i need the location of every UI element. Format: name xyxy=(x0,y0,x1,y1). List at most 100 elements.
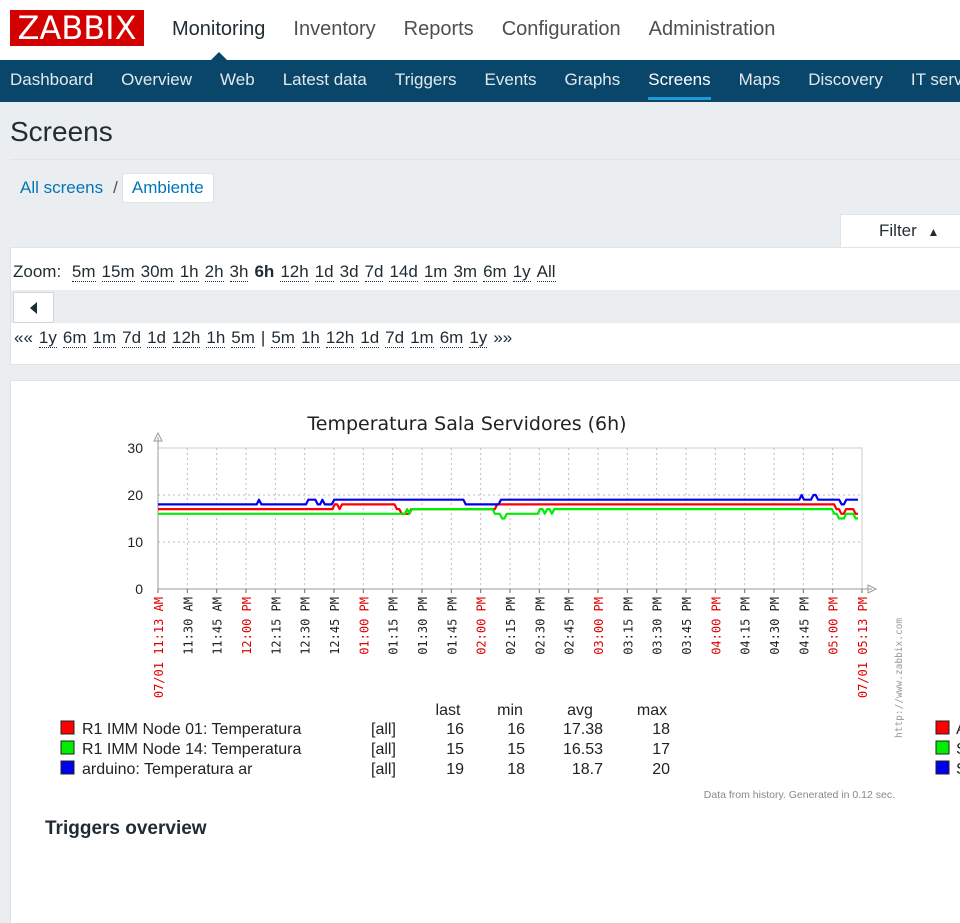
x-tick-label: 12:45 PM xyxy=(328,597,342,655)
period-back-12h[interactable]: 12h xyxy=(171,328,201,348)
zoom-6m[interactable]: 6m xyxy=(483,262,507,282)
series-line-arduino-temperatura-ar xyxy=(158,493,858,506)
x-tick-label: 12:15 PM xyxy=(269,597,283,655)
legend-swatch xyxy=(60,720,75,735)
zoom-3m[interactable]: 3m xyxy=(453,262,478,282)
zoom-15m[interactable]: 15m xyxy=(101,262,135,282)
y-tick-label: 0 xyxy=(135,581,143,597)
filter-toggle[interactable]: Filter ▲ xyxy=(840,214,960,248)
subnav-overview[interactable]: Overview xyxy=(121,70,193,89)
period-forward-all[interactable]: »» xyxy=(493,328,513,347)
x-tick-label: 04:15 PM xyxy=(739,597,753,655)
topnav-administration[interactable]: Administration xyxy=(648,18,776,40)
zoom-1m[interactable]: 1m xyxy=(423,262,448,282)
subnav-dashboard[interactable]: Dashboard xyxy=(10,70,94,89)
legend-swatch xyxy=(60,740,75,755)
sub-menu: Dashboard Overview Web Latest data Triggers E… xyxy=(0,60,960,102)
x-tick-label: 03:30 PM xyxy=(651,597,665,655)
legend-agg: [all] xyxy=(371,761,396,778)
zoom-3h[interactable]: 3h xyxy=(229,262,249,282)
period-forward-5m[interactable]: 5m xyxy=(271,328,295,348)
legend-header-min: min xyxy=(497,702,523,719)
x-tick-label: 07/01 11:13 AM xyxy=(152,597,166,698)
zoom-1d[interactable]: 1d xyxy=(314,262,334,282)
zoom-2h[interactable]: 2h xyxy=(204,262,224,282)
legend-swatch-cut xyxy=(935,720,950,735)
zoom-12h[interactable]: 12h xyxy=(280,262,309,282)
subnav-it-services[interactable]: IT services xyxy=(910,70,960,89)
period-back-1y[interactable]: 1y xyxy=(38,328,57,348)
zabbix-logo[interactable]: ZABBIX xyxy=(10,10,144,46)
top-header: ZABBIX Monitoring Inventory Reports Configu… xyxy=(0,0,960,60)
x-tick-label: 12:30 PM xyxy=(299,597,313,655)
x-tick-label: 03:15 PM xyxy=(621,597,635,655)
x-tick-label: 03:00 PM xyxy=(592,597,606,655)
graph-footer: Data from history. Generated in 0.12 sec… xyxy=(704,789,895,801)
legend-series-name: arduino: Temperatura ar xyxy=(82,761,253,778)
legend-header-last: last xyxy=(436,702,461,719)
period-back-1m[interactable]: 1m xyxy=(92,328,117,348)
legend-last: 15 xyxy=(446,741,464,758)
zoom-all[interactable]: All xyxy=(536,262,556,282)
zoom-14d[interactable]: 14d xyxy=(389,262,418,282)
period-back-6m[interactable]: 6m xyxy=(62,328,87,348)
zoom-30m[interactable]: 30m xyxy=(140,262,174,282)
series-line-r1-imm-node-14-temperatura xyxy=(158,508,858,520)
legend-avg: 16.53 xyxy=(563,741,603,758)
page-title: Screens xyxy=(10,116,113,147)
period-forward-12h[interactable]: 12h xyxy=(325,328,355,348)
zoom-3d[interactable]: 3d xyxy=(339,262,359,282)
subnav-discovery[interactable]: Discovery xyxy=(808,70,883,89)
zoom-1h[interactable]: 1h xyxy=(179,262,199,282)
period-forward-6m[interactable]: 6m xyxy=(439,328,464,348)
subnav-latest-data[interactable]: Latest data xyxy=(282,70,367,89)
x-tick-label: 04:30 PM xyxy=(768,597,782,655)
y-tick-label: 10 xyxy=(127,534,143,550)
subnav-web[interactable]: Web xyxy=(220,70,255,89)
x-tick-label: 02:30 PM xyxy=(533,597,547,655)
zoom-5m[interactable]: 5m xyxy=(71,262,96,282)
breadcrumb-all-screens[interactable]: All screens xyxy=(20,178,104,197)
period-forward-1h[interactable]: 1h xyxy=(300,328,320,348)
subnav-maps[interactable]: Maps xyxy=(738,70,781,89)
scroll-left-button[interactable] xyxy=(13,292,54,323)
legend-min: 15 xyxy=(507,741,525,758)
zoom-1y[interactable]: 1y xyxy=(512,262,531,282)
legend-avg: 17.38 xyxy=(563,721,603,738)
legend-header-max: max xyxy=(637,702,667,719)
period-forward-1m[interactable]: 1m xyxy=(410,328,434,348)
topnav-configuration[interactable]: Configuration xyxy=(501,18,621,40)
zoom-label: Zoom: xyxy=(13,262,62,281)
main-menu: Monitoring Inventory Reports Configuration A… xyxy=(158,0,789,60)
legend-min: 16 xyxy=(507,721,525,738)
filter-label: Filter xyxy=(879,221,917,240)
legend-max: 20 xyxy=(652,761,670,778)
triangle-up-icon: ▲ xyxy=(927,225,940,239)
legend-avg: 18.7 xyxy=(572,761,603,778)
period-back-5m[interactable]: 5m xyxy=(231,328,255,348)
topnav-inventory[interactable]: Inventory xyxy=(293,18,376,40)
subnav-triggers[interactable]: Triggers xyxy=(394,70,457,89)
period-back-1d[interactable]: 1d xyxy=(147,328,166,348)
breadcrumb-current-screen[interactable]: Ambiente xyxy=(121,173,214,203)
topnav-reports[interactable]: Reports xyxy=(403,18,474,40)
subnav-screens[interactable]: Screens xyxy=(634,60,724,100)
zoom-7d[interactable]: 7d xyxy=(364,262,384,282)
period-back-1h[interactable]: 1h xyxy=(206,328,226,348)
timeline-scrollbar[interactable] xyxy=(11,290,960,323)
x-tick-label: 04:45 PM xyxy=(797,597,811,655)
period-forward-1y[interactable]: 1y xyxy=(469,328,488,348)
y-tick-label: 20 xyxy=(127,487,143,503)
subnav-graphs[interactable]: Graphs xyxy=(564,70,621,89)
x-tick-label: 01:45 PM xyxy=(445,597,459,655)
legend-last: 19 xyxy=(446,761,464,778)
period-back-7d[interactable]: 7d xyxy=(122,328,142,348)
subnav-events[interactable]: Events xyxy=(484,70,537,89)
period-forward-1d[interactable]: 1d xyxy=(360,328,380,348)
topnav-monitoring[interactable]: Monitoring xyxy=(158,0,279,60)
x-tick-label: 02:15 PM xyxy=(504,597,518,655)
period-back-all[interactable]: «« xyxy=(14,328,33,347)
zoom-6h[interactable]: 6h xyxy=(254,262,275,281)
x-tick-label: 12:00 PM xyxy=(240,597,254,655)
period-forward-7d[interactable]: 7d xyxy=(385,328,405,348)
